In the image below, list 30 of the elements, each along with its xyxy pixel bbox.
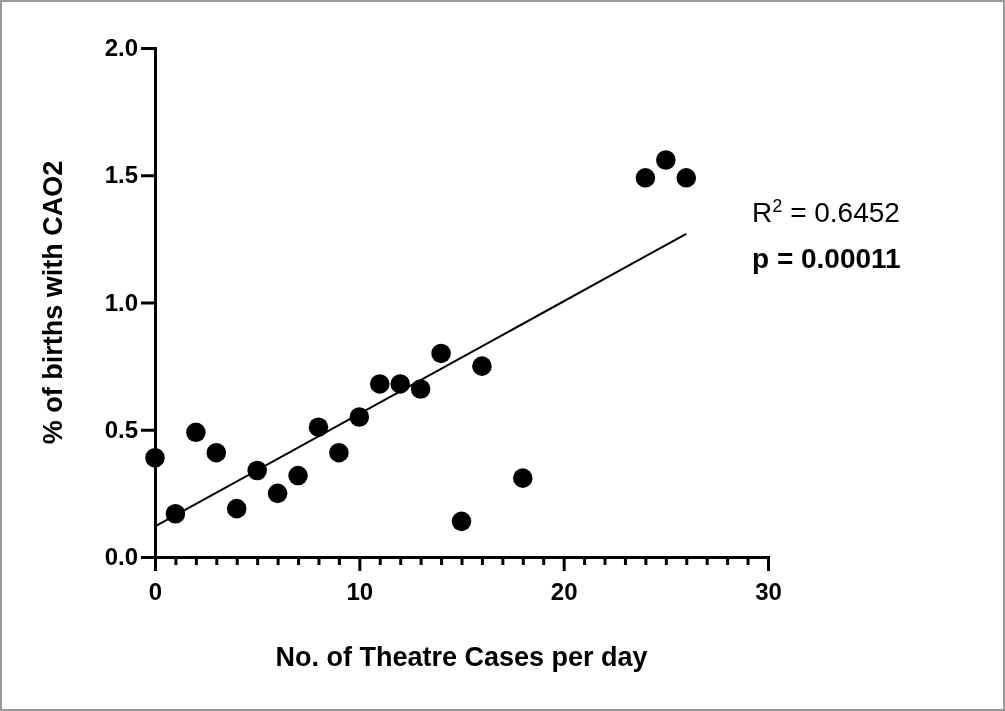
point: [186, 422, 206, 443]
y-tick-label: 1.5: [104, 161, 138, 189]
point: [226, 498, 247, 519]
y-tick-label: 1.0: [104, 288, 138, 316]
point: [410, 379, 431, 399]
point: [472, 356, 492, 376]
annotation: p = 0.00011: [752, 243, 901, 274]
x-tick-label: 10: [346, 578, 374, 606]
point: [308, 417, 329, 437]
y-tick-label: 0.5: [104, 415, 138, 443]
y-axis-title: % of births with CAO2: [38, 160, 68, 445]
point: [288, 465, 308, 486]
point: [145, 447, 165, 468]
point: [369, 374, 390, 394]
y-tick-label: 2.0: [104, 34, 138, 62]
annotation: R$^{2}$ = 0.6452: [752, 196, 900, 228]
point: [206, 442, 227, 463]
x-tick-label: 20: [550, 578, 578, 606]
y-tick-label: 0.0: [104, 543, 138, 571]
x-axis-title: No. of Theatre Cases per day: [275, 642, 648, 672]
point: [656, 150, 676, 170]
point: [676, 168, 697, 188]
point: [267, 483, 288, 504]
point: [431, 343, 451, 364]
point: [635, 168, 656, 188]
point: [451, 511, 472, 532]
point: [329, 442, 349, 463]
x-tick-label: 30: [755, 578, 782, 606]
point: [513, 468, 533, 488]
x-tick-label: 0: [148, 578, 163, 606]
